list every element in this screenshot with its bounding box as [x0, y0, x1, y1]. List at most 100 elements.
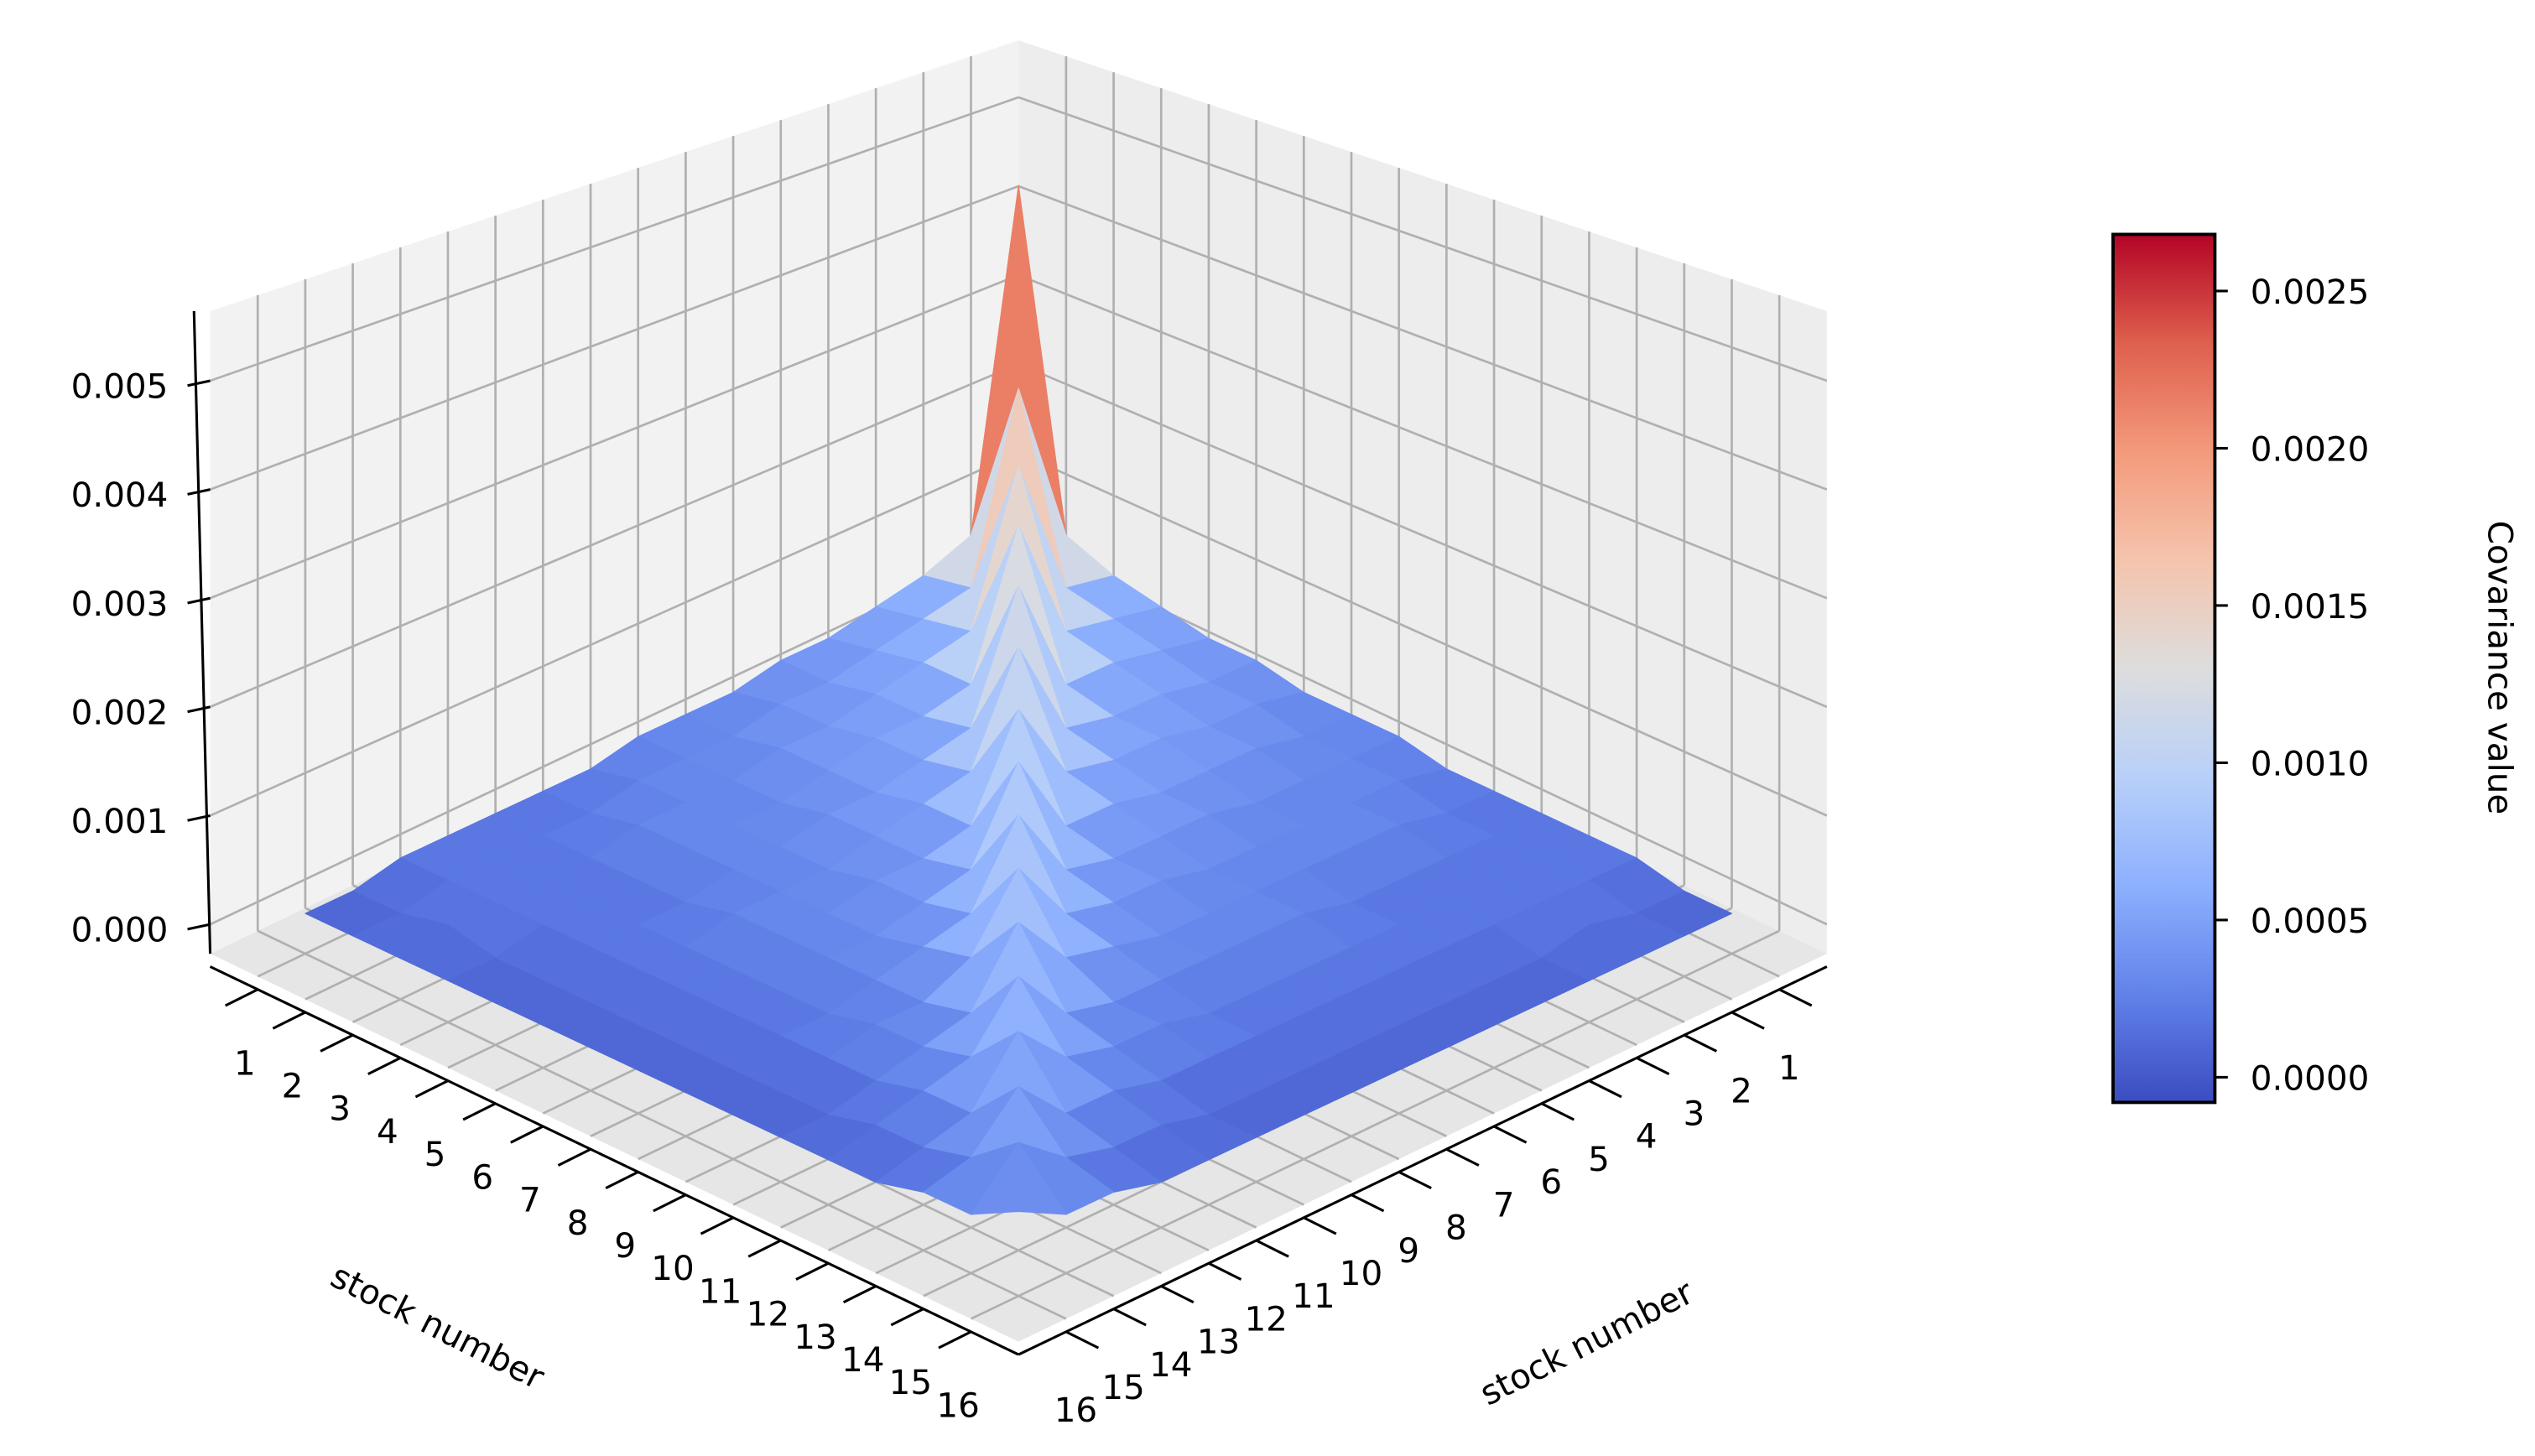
z-axis-line	[192, 310, 212, 954]
x-tick-label: 3	[329, 1089, 351, 1129]
x-tick	[653, 1193, 687, 1213]
y-tick-label: 7	[1493, 1184, 1515, 1225]
colorbar-label: Covariance value	[2480, 521, 2521, 815]
z-tick-label: 0.005	[71, 367, 169, 407]
y-tick-label: 10	[1340, 1253, 1383, 1293]
y-tick-label: 6	[1540, 1162, 1562, 1202]
x-tick	[320, 1033, 354, 1053]
plot-area: 1234567891011121314151612345678910111213…	[71, 40, 2521, 1430]
y-tick-label: 5	[1588, 1139, 1610, 1179]
x-tick-label: 13	[794, 1317, 837, 1357]
x-tick	[367, 1056, 401, 1076]
colorbar-tick-label: 0.0025	[2251, 272, 2370, 312]
x-tick-label: 4	[377, 1111, 398, 1152]
grid-line	[210, 362, 1019, 709]
x-tick-label: 10	[651, 1248, 695, 1288]
x-tick	[890, 1308, 924, 1327]
y-tick	[1588, 1079, 1622, 1099]
y-tick	[1541, 1102, 1575, 1121]
y-tick	[1303, 1216, 1337, 1235]
z-tick-label: 0.003	[71, 584, 169, 624]
grid-line	[257, 929, 1067, 1320]
y-tick-label: 15	[1101, 1367, 1145, 1407]
surface-facet	[970, 1141, 1067, 1215]
grid-line	[1018, 185, 1828, 491]
x-tick-label: 5	[424, 1134, 446, 1174]
colorbar-tick-label: 0.0020	[2251, 429, 2370, 469]
y-tick	[1445, 1147, 1480, 1167]
x-tick-label: 9	[614, 1225, 636, 1266]
y-tick-label: 4	[1636, 1116, 1658, 1157]
x-tick	[272, 1011, 306, 1030]
grid-line	[210, 96, 1019, 382]
x-tick-label: 8	[567, 1203, 589, 1243]
x-tick-label: 15	[889, 1362, 932, 1402]
grid-line	[1018, 362, 1828, 709]
x-tick	[938, 1330, 972, 1349]
y-tick	[1208, 1261, 1242, 1281]
x-tick	[842, 1285, 877, 1304]
y-axis-label: stock number	[1473, 1271, 1700, 1413]
x-axis-label: stock number	[325, 1256, 551, 1397]
y-tick-label: 9	[1398, 1230, 1419, 1271]
x-tick	[747, 1239, 782, 1258]
y-tick	[1636, 1056, 1670, 1076]
x-tick-label: 2	[282, 1066, 304, 1106]
z-tick-label: 0.000	[71, 910, 169, 950]
x-tick	[414, 1079, 449, 1099]
y-tick-label: 2	[1731, 1070, 1752, 1110]
grid-line	[970, 929, 1780, 1320]
grid-line	[1018, 96, 1828, 382]
y-tick	[1778, 988, 1813, 1007]
y-tick-label: 16	[1054, 1390, 1098, 1430]
y-tick-label: 13	[1197, 1322, 1241, 1362]
grid-line	[1018, 451, 1828, 817]
y-tick	[1398, 1171, 1432, 1190]
y-tick	[1255, 1239, 1289, 1258]
x-tick-label: 11	[699, 1271, 742, 1311]
grid-line	[209, 451, 1019, 817]
x-tick	[224, 988, 258, 1007]
z-tick	[187, 488, 211, 496]
colorbar-tick-label: 0.0005	[2251, 901, 2370, 941]
x-axis-line	[209, 965, 1019, 1356]
colorbar	[2111, 232, 2217, 1105]
colorbar-tick-label: 0.0000	[2251, 1058, 2370, 1098]
x-tick	[795, 1261, 830, 1281]
x-tick-label: 16	[936, 1385, 980, 1425]
y-axis-line	[1018, 965, 1828, 1356]
y-tick-label: 3	[1683, 1094, 1705, 1134]
x-tick-label: 1	[234, 1043, 256, 1083]
y-tick-label: 1	[1778, 1048, 1800, 1088]
y-tick	[1351, 1193, 1385, 1213]
colorbar-tick-label: 0.0010	[2251, 743, 2370, 783]
y-tick	[1731, 1011, 1765, 1030]
y-tick-label: 12	[1244, 1298, 1288, 1339]
x-tick	[700, 1216, 734, 1235]
z-tick-label: 0.002	[71, 692, 169, 732]
z-tick	[187, 379, 211, 387]
z-tick	[187, 814, 211, 822]
z-tick	[187, 596, 211, 605]
y-tick	[1065, 1330, 1100, 1349]
x-tick	[557, 1147, 591, 1167]
z-tick-label: 0.001	[71, 801, 169, 841]
y-tick-label: 14	[1149, 1344, 1192, 1385]
x-tick-label: 6	[471, 1157, 493, 1197]
z-tick	[187, 923, 211, 931]
y-tick	[1112, 1308, 1147, 1327]
z-tick	[187, 705, 211, 714]
colorbar-tick-label: 0.0015	[2251, 586, 2370, 627]
y-tick	[1684, 1033, 1718, 1053]
x-tick-label: 12	[747, 1294, 789, 1334]
x-tick-label: 14	[841, 1339, 885, 1380]
grid-line	[210, 185, 1019, 491]
grid-line	[1018, 273, 1828, 600]
y-tick	[1160, 1285, 1195, 1304]
y-tick	[1493, 1125, 1528, 1144]
x-tick-label: 7	[519, 1180, 541, 1220]
grid-line	[210, 273, 1019, 600]
x-tick	[605, 1171, 639, 1190]
